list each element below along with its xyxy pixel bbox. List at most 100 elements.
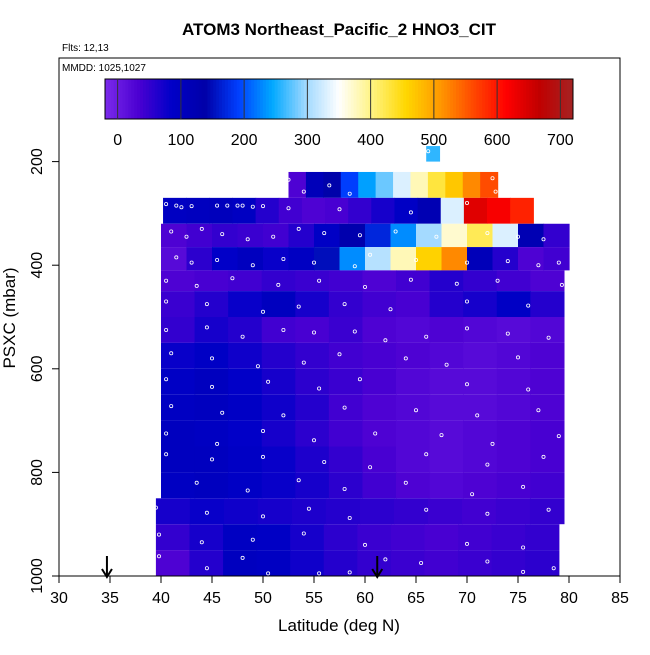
colorbar-segment — [119, 79, 124, 119]
sample-point — [235, 203, 240, 208]
curtain-cell — [358, 171, 377, 198]
curtain-cell — [463, 472, 498, 499]
colorbar-tick-label: 500 — [421, 132, 448, 149]
curtain-cell — [194, 270, 229, 292]
sample-point — [485, 559, 490, 564]
colorbar-segment — [502, 79, 507, 119]
curtain-cell — [291, 498, 327, 525]
curtain-cell — [228, 291, 263, 317]
curtain-cell — [194, 446, 229, 473]
curtain-cell — [155, 524, 191, 551]
curtain-cell — [463, 317, 498, 343]
colorbar-segment — [327, 79, 331, 119]
colorbar-segment — [105, 79, 109, 119]
curtain-cell — [295, 446, 330, 473]
sample-point — [475, 413, 480, 418]
colorbar-segment — [508, 79, 513, 119]
sample-point — [383, 557, 388, 562]
colorbar-segment — [362, 79, 366, 119]
curtain-cell — [441, 247, 468, 271]
colorbar-segment — [540, 79, 545, 119]
sample-point — [317, 571, 322, 576]
sample-point — [209, 356, 214, 361]
colorbar-segment — [476, 79, 480, 119]
sample-point — [408, 210, 413, 215]
curtain-cell — [496, 368, 531, 395]
sample-point — [281, 413, 286, 418]
sample-point — [199, 226, 204, 231]
sample-point — [174, 255, 179, 260]
curtain-cell — [467, 223, 494, 248]
curtain-cell — [228, 342, 263, 369]
sample-point — [153, 505, 158, 510]
colorbar-segment — [201, 79, 205, 119]
curtain-cell — [396, 472, 431, 499]
colorbar-segment — [529, 79, 533, 119]
sample-point — [286, 206, 291, 211]
curtain-cell — [295, 317, 330, 343]
curtain-cell — [261, 291, 296, 317]
curtain-cell — [155, 550, 191, 576]
sample-point — [164, 299, 169, 304]
colorbar-segment — [347, 79, 352, 119]
colorbar-segment — [204, 79, 208, 119]
sample-point — [516, 234, 521, 239]
profile-arrow-head — [371, 568, 384, 579]
colorbar-segment — [453, 79, 457, 119]
sample-point — [209, 384, 214, 389]
curtain-cell — [359, 498, 395, 525]
curtain-cell — [429, 472, 464, 499]
sample-point — [439, 433, 444, 438]
sample-point — [368, 465, 373, 470]
colorbar-segment — [239, 79, 243, 119]
curtain-cell — [396, 291, 431, 317]
curtain-cell — [445, 171, 464, 198]
colorbar-segment — [160, 79, 164, 119]
colorbar-segment — [567, 79, 571, 119]
curtain-cell — [417, 197, 442, 224]
curtain-cell — [223, 498, 259, 525]
curtain-cell — [237, 223, 264, 248]
colorbar-segment — [391, 79, 396, 119]
y-tick-label: 400 — [29, 252, 46, 279]
curtain-cell — [362, 446, 397, 473]
x-tick-label: 60 — [356, 590, 374, 607]
colorbar-segment — [458, 79, 463, 119]
curtain-cell — [365, 247, 392, 271]
colorbar-segment — [303, 79, 308, 119]
curtain-cell — [295, 368, 330, 395]
sample-point — [357, 233, 362, 238]
curtain-cell — [194, 368, 229, 395]
curtain-cell — [186, 197, 210, 224]
curtain-cell — [458, 524, 493, 551]
x-tick-label: 40 — [152, 590, 170, 607]
colorbar-segment — [192, 79, 197, 119]
curtain-cell — [396, 270, 431, 292]
curtain-cell — [328, 446, 364, 473]
colorbar-segment — [300, 79, 305, 119]
colorbar-segment — [286, 79, 290, 119]
colorbar-segment — [260, 79, 264, 119]
curtain-cell — [463, 270, 498, 292]
sample-point — [526, 387, 531, 392]
curtain-cell — [186, 223, 213, 248]
curtain-cell — [194, 291, 229, 317]
curtain-cell — [496, 270, 531, 292]
curtain-cell — [495, 498, 531, 525]
sample-point — [260, 428, 265, 433]
curtain-cell — [480, 171, 499, 198]
colorbar-tick-label: 0 — [113, 132, 122, 149]
y-axis-label: PSXC (mbar) — [0, 267, 19, 368]
curtain-cell — [390, 247, 417, 271]
curtain-cell — [290, 524, 325, 551]
colorbar-segment — [257, 79, 261, 119]
colorbar-segment — [403, 79, 407, 119]
sample-point — [342, 486, 347, 491]
curtain-cell — [492, 223, 519, 248]
curtain-cell — [396, 394, 431, 421]
colorbar-segment — [163, 79, 167, 119]
sample-point — [169, 229, 174, 234]
sample-point — [413, 257, 418, 262]
sample-point — [260, 514, 265, 519]
